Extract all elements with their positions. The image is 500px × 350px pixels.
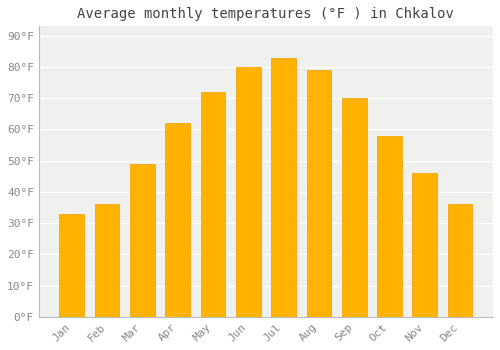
Bar bbox=[166, 123, 190, 317]
Bar bbox=[377, 135, 402, 317]
Bar bbox=[342, 98, 366, 317]
Title: Average monthly temperatures (°F ) in Chkalov: Average monthly temperatures (°F ) in Ch… bbox=[78, 7, 454, 21]
Bar bbox=[306, 70, 331, 317]
Bar bbox=[448, 204, 472, 317]
Bar bbox=[200, 92, 226, 317]
Bar bbox=[412, 173, 437, 317]
Bar bbox=[94, 204, 120, 317]
Bar bbox=[60, 214, 84, 317]
Bar bbox=[130, 164, 155, 317]
Bar bbox=[236, 67, 260, 317]
Bar bbox=[271, 57, 296, 317]
